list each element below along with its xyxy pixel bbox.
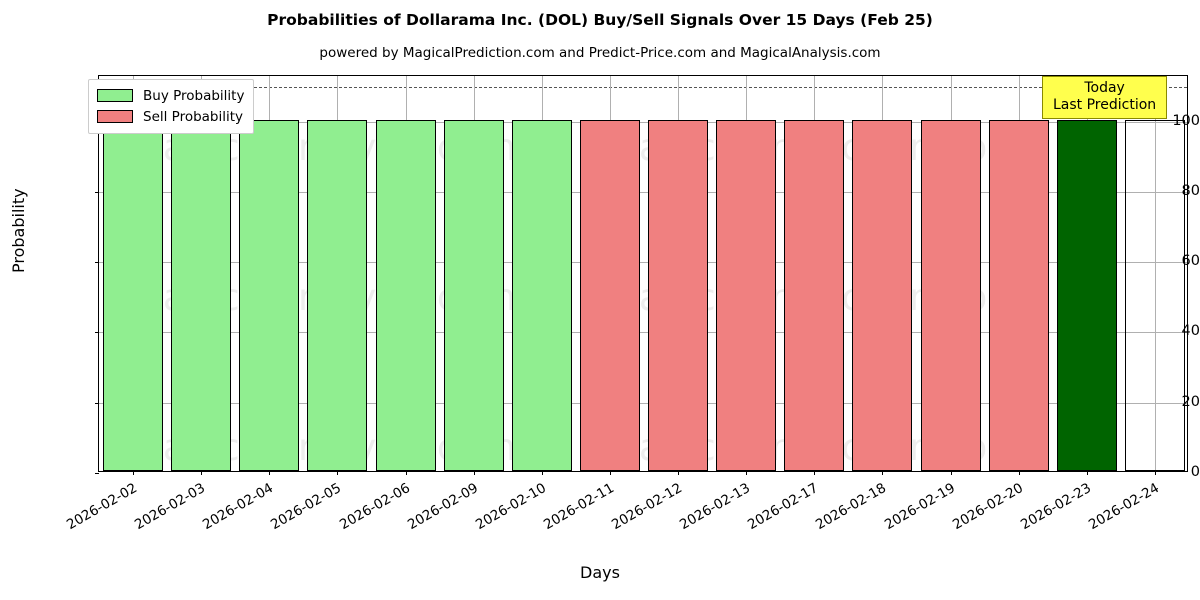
x-tick-mark <box>678 471 680 475</box>
bar-buy-2026-02-03[interactable] <box>171 119 232 471</box>
x-tick-mark <box>882 471 884 475</box>
y-gridline <box>99 402 1187 404</box>
bar-undefined-2026-02-24[interactable] <box>1124 119 1185 471</box>
y-axis-label: Probability <box>9 188 28 273</box>
x-tick-mark <box>133 471 135 475</box>
x-tick-mark <box>1154 471 1156 475</box>
y-tick-label: 60 <box>1181 253 1200 270</box>
chart-legend: Buy Probability Sell Probability <box>88 79 255 134</box>
bar-buy-2026-02-09[interactable] <box>443 119 504 471</box>
y-gridline <box>99 262 1187 264</box>
bar-sell-2026-02-13[interactable] <box>716 119 777 471</box>
x-tick-mark <box>1018 471 1020 475</box>
bar-today-2026-02-23[interactable] <box>1056 119 1117 471</box>
x-axis-label: Days <box>580 563 620 582</box>
x-gridline <box>1154 76 1156 471</box>
x-tick-mark <box>269 471 271 475</box>
chart-title: Probabilities of Dollarama Inc. (DOL) Bu… <box>267 11 933 29</box>
x-tick-mark <box>201 471 203 475</box>
y-tick-label: 0 <box>1190 464 1200 480</box>
y-tick-label: 40 <box>1181 323 1200 340</box>
bar-sell-2026-02-17[interactable] <box>784 119 845 471</box>
y-gridline <box>99 191 1187 193</box>
y-tick-label: 100 <box>1172 112 1200 129</box>
x-tick-mark <box>1086 471 1088 475</box>
legend-label-sell: Sell Probability <box>143 108 244 125</box>
x-tick-mark <box>950 471 952 475</box>
y-gridline <box>99 121 1187 123</box>
x-tick-mark <box>746 471 748 475</box>
y-tick-mark <box>95 402 99 404</box>
y-tick-label: 80 <box>1181 182 1200 199</box>
chart-subtitle: powered by MagicalPrediction.com and Pre… <box>319 45 881 61</box>
bar-sell-2026-02-18[interactable] <box>852 119 913 471</box>
legend-label-buy: Buy Probability <box>143 87 245 104</box>
plot-area: MagicalAnalysis.comMagicalPrediction.com… <box>95 75 1188 475</box>
y-tick-mark <box>95 191 99 193</box>
x-tick-mark <box>814 471 816 475</box>
bar-buy-2026-02-05[interactable] <box>307 119 368 471</box>
today-annotation-line2: Last Prediction <box>1053 96 1157 113</box>
x-tick-mark <box>541 471 543 475</box>
legend-swatch-sell <box>97 110 133 123</box>
bar-buy-2026-02-06[interactable] <box>375 119 436 471</box>
bar-sell-2026-02-11[interactable] <box>579 119 640 471</box>
x-tick-mark <box>405 471 407 475</box>
legend-item-buy: Buy Probability <box>97 85 244 106</box>
bar-buy-2026-02-02[interactable] <box>103 119 164 471</box>
y-tick-mark <box>95 473 99 474</box>
bar-sell-2026-02-19[interactable] <box>920 119 981 471</box>
reference-dashed-line <box>99 86 1187 88</box>
today-annotation-line1: Today <box>1084 80 1125 96</box>
bar-buy-2026-02-04[interactable] <box>239 119 300 471</box>
plot-inner: MagicalAnalysis.comMagicalPrediction.com… <box>99 76 1187 471</box>
x-tick-mark <box>609 471 611 475</box>
bar-buy-2026-02-10[interactable] <box>511 119 572 471</box>
bar-sell-2026-02-20[interactable] <box>988 119 1049 471</box>
x-tick-mark <box>337 471 339 475</box>
x-tick-mark <box>473 471 475 475</box>
today-annotation: Today Last Prediction <box>1042 76 1168 120</box>
y-tick-mark <box>95 332 99 334</box>
y-tick-label: 20 <box>1181 393 1200 410</box>
bar-sell-2026-02-12[interactable] <box>648 119 709 471</box>
legend-item-sell: Sell Probability <box>97 106 244 127</box>
legend-swatch-buy <box>97 89 133 102</box>
y-gridline <box>99 332 1187 334</box>
y-tick-mark <box>95 262 99 264</box>
